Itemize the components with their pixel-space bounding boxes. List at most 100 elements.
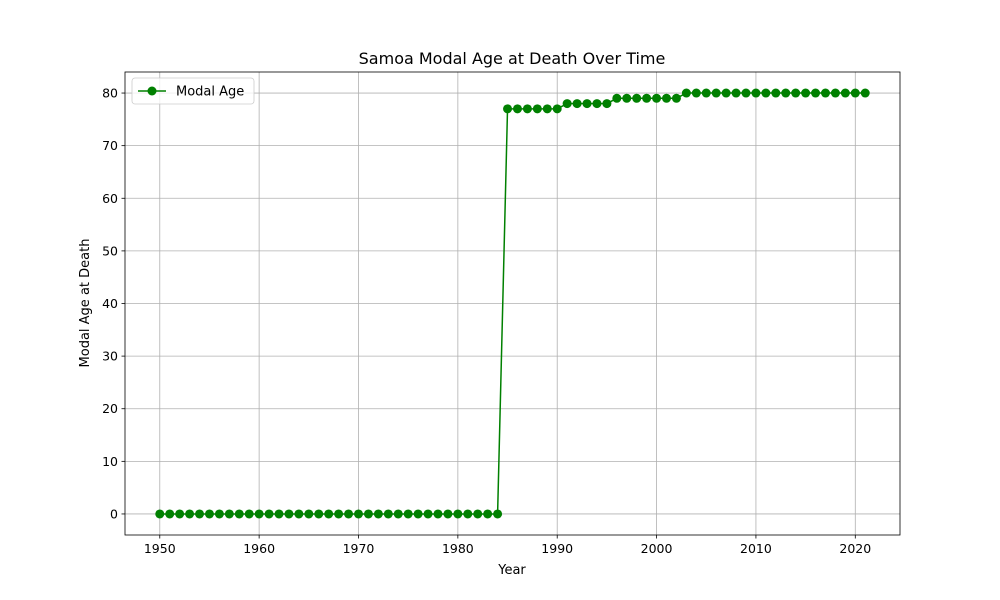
- y-axis-title: Modal Age at Death: [78, 239, 93, 368]
- data-point: [691, 88, 701, 98]
- data-point: [602, 99, 612, 109]
- data-point: [860, 88, 870, 98]
- y-tick-label: 0: [110, 506, 118, 521]
- data-point: [413, 509, 423, 519]
- data-point: [582, 99, 592, 109]
- x-tick-label: 2010: [740, 541, 772, 556]
- data-point: [453, 509, 463, 519]
- data-point: [512, 104, 522, 114]
- data-point: [820, 88, 830, 98]
- x-tick-label: 1960: [243, 541, 275, 556]
- data-point: [224, 509, 234, 519]
- data-point: [681, 88, 691, 98]
- data-point: [304, 509, 314, 519]
- data-point: [324, 509, 334, 519]
- data-point: [731, 88, 741, 98]
- y-tick-label: 50: [102, 243, 118, 258]
- data-point: [393, 509, 403, 519]
- data-point: [234, 509, 244, 519]
- data-point: [562, 99, 572, 109]
- legend-box: [131, 77, 255, 105]
- data-point: [403, 509, 413, 519]
- data-point: [373, 509, 383, 519]
- data-point: [165, 509, 175, 519]
- data-point: [572, 99, 582, 109]
- data-point: [711, 88, 721, 98]
- data-point: [662, 93, 672, 103]
- legend-label: Modal Age: [176, 85, 244, 100]
- data-point: [195, 509, 205, 519]
- x-tick-label: 2020: [839, 541, 871, 556]
- data-point: [254, 509, 264, 519]
- series-modal-age: [155, 88, 870, 519]
- data-point: [801, 88, 811, 98]
- data-point: [155, 509, 165, 519]
- data-point: [264, 509, 274, 519]
- data-point: [185, 509, 195, 519]
- data-point: [830, 88, 840, 98]
- data-point: [721, 88, 731, 98]
- data-point: [701, 88, 711, 98]
- legend-marker: [147, 86, 157, 96]
- y-tick-label: 40: [102, 296, 118, 311]
- data-point: [741, 88, 751, 98]
- data-point: [622, 93, 632, 103]
- data-point: [592, 99, 602, 109]
- y-tick-label: 70: [102, 138, 118, 153]
- x-tick-label: 1950: [144, 541, 176, 556]
- data-point: [204, 509, 214, 519]
- data-point: [532, 104, 542, 114]
- data-point: [214, 509, 224, 519]
- data-point: [483, 509, 493, 519]
- data-point: [294, 509, 304, 519]
- x-axis-title: Year: [497, 563, 526, 578]
- data-point: [761, 88, 771, 98]
- data-point: [840, 88, 850, 98]
- data-point: [175, 509, 185, 519]
- x-tick-label: 2000: [641, 541, 673, 556]
- data-point: [353, 509, 363, 519]
- data-point: [751, 88, 761, 98]
- data-point: [443, 509, 453, 519]
- data-point: [811, 88, 821, 98]
- data-point: [671, 93, 681, 103]
- data-point: [850, 88, 860, 98]
- data-point: [781, 88, 791, 98]
- data-point: [493, 509, 503, 519]
- y-tick-label: 20: [102, 401, 118, 416]
- data-point: [552, 104, 562, 114]
- data-point: [284, 509, 294, 519]
- data-point: [274, 509, 284, 519]
- data-point: [334, 509, 344, 519]
- data-point: [344, 509, 354, 519]
- axes: 1950 1960 1970 1980 1990 2000 2010 2020 0 10 20 30 4…: [102, 71, 901, 556]
- data-point: [503, 104, 513, 114]
- data-point: [632, 93, 642, 103]
- data-point: [244, 509, 254, 519]
- chart-title: Samoa Modal Age at Death Over Time: [359, 49, 666, 68]
- data-point: [463, 509, 473, 519]
- data-point: [383, 509, 393, 519]
- data-point: [423, 509, 433, 519]
- data-point: [314, 509, 324, 519]
- data-point: [522, 104, 532, 114]
- data-point: [642, 93, 652, 103]
- x-tick-label: 1970: [343, 541, 375, 556]
- data-point: [433, 509, 443, 519]
- x-tick-label: 1990: [541, 541, 573, 556]
- data-point: [771, 88, 781, 98]
- data-point: [542, 104, 552, 114]
- legend: Modal Age: [131, 77, 255, 105]
- plot-frame: [124, 71, 901, 536]
- data-point: [473, 509, 483, 519]
- data-point: [652, 93, 662, 103]
- x-tick-label: 1980: [442, 541, 474, 556]
- y-tick-label: 80: [102, 86, 118, 101]
- data-point: [612, 93, 622, 103]
- data-point: [363, 509, 373, 519]
- data-point: [791, 88, 801, 98]
- y-tick-label: 30: [102, 349, 118, 364]
- y-tick-label: 10: [102, 454, 118, 469]
- y-tick-label: 60: [102, 191, 118, 206]
